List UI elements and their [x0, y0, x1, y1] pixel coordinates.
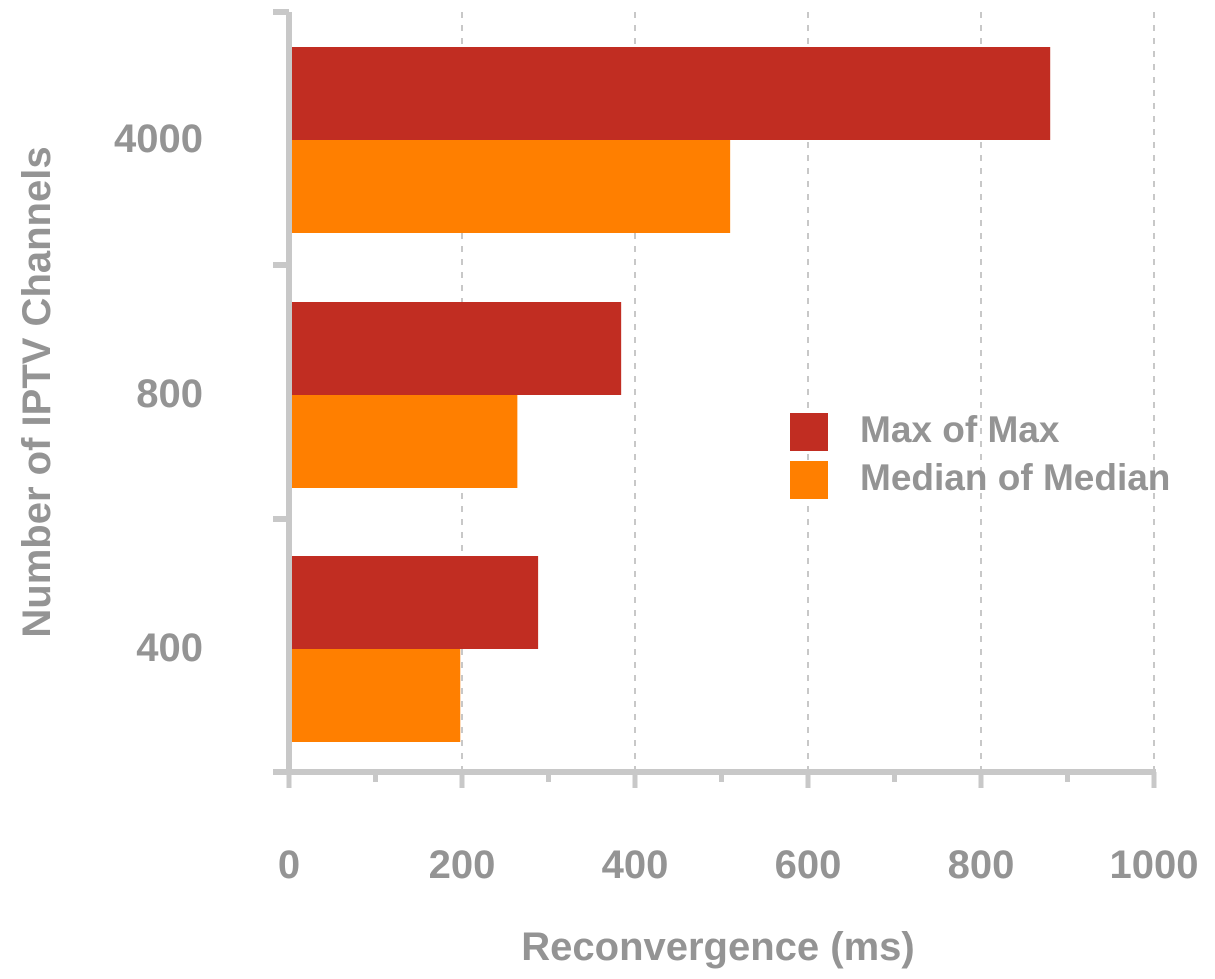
x-axis-title: Reconvergence (ms) [521, 925, 914, 969]
x-tick-label: 1000 [1110, 843, 1199, 887]
legend-label: Max of Max [860, 409, 1060, 450]
legend-swatch [790, 413, 828, 451]
legend: Max of Max Median of Median [790, 409, 1170, 499]
bar-median-of-median-800 [289, 395, 518, 488]
bar-max-of-max-4000 [289, 47, 1051, 140]
bar-max-of-max-800 [289, 302, 622, 395]
y-tick-labels: 4000 800 400 [114, 117, 203, 670]
axes [273, 9, 1157, 788]
x-tick-labels: 0 200 400 600 800 1000 [278, 843, 1199, 887]
y-tick-label: 400 [136, 626, 203, 670]
bars [289, 47, 1051, 742]
bar-max-of-max-400 [289, 556, 539, 649]
bar-median-of-median-400 [289, 649, 461, 742]
y-tick-label: 800 [136, 372, 203, 416]
x-tick-label: 800 [948, 843, 1015, 887]
y-tick-label: 4000 [114, 117, 203, 161]
x-tick-label: 400 [602, 843, 669, 887]
x-tick-label: 0 [278, 843, 300, 887]
bar-median-of-median-4000 [289, 140, 731, 233]
x-tick-label: 200 [429, 843, 496, 887]
y-axis-title: Number of IPTV Channels [15, 146, 59, 637]
legend-label: Median of Median [860, 457, 1170, 498]
x-tick-label: 600 [775, 843, 842, 887]
legend-swatch [790, 461, 828, 499]
